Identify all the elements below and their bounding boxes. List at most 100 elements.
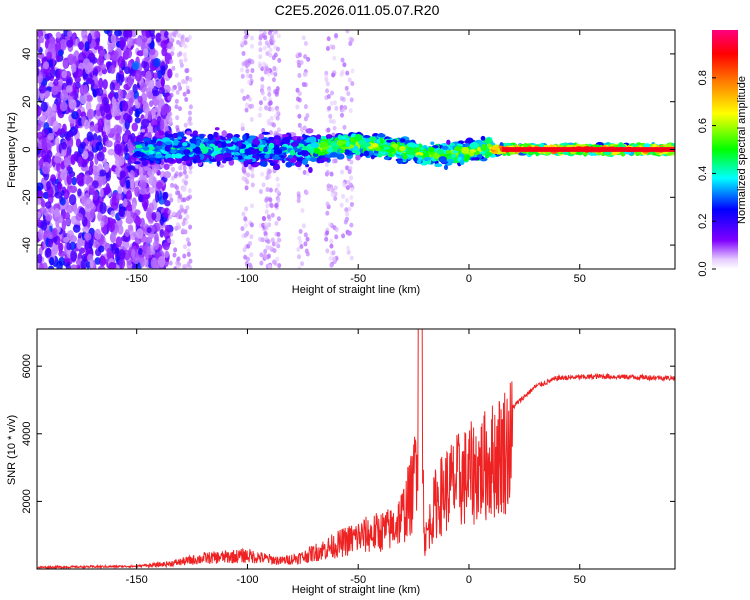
- heatmap-cell: [349, 175, 354, 181]
- heatmap-cell: [88, 165, 94, 176]
- heatmap-cell: [58, 183, 63, 190]
- heatmap-cell: [63, 236, 70, 243]
- heatmap-cell: [46, 51, 52, 60]
- heatmap-cell: [258, 40, 263, 46]
- heatmap-cell: [275, 108, 280, 114]
- heatmap-cell: [40, 220, 48, 231]
- heatmap-cell: [332, 125, 337, 131]
- heatmap-cell: [295, 96, 300, 102]
- colorbar-tick-label: 0.4: [697, 166, 709, 181]
- heatmap-cell: [90, 79, 95, 88]
- heatmap-cell: [344, 207, 349, 213]
- heatmap-ytick-label: 0: [21, 146, 33, 152]
- heatmap-cell: [454, 146, 462, 152]
- heatmap-cell: [276, 182, 281, 188]
- heatmap-cell: [113, 30, 122, 37]
- colorbar-tick-label: 0.6: [697, 118, 709, 133]
- heatmap-cell: [176, 159, 182, 164]
- heatmap-cell: [123, 134, 128, 143]
- heatmap-cell: [186, 130, 192, 136]
- heatmap-cell: [258, 54, 263, 60]
- heatmap-cell: [341, 193, 346, 199]
- heatmap-cell: [122, 30, 128, 38]
- heatmap-cell: [221, 130, 228, 138]
- heatmap-cell: [144, 236, 153, 244]
- heatmap-cell: [339, 202, 344, 208]
- heatmap-cell: [264, 235, 269, 241]
- heatmap-cell: [451, 153, 457, 158]
- heatmap-ytick-label: -40: [21, 237, 33, 253]
- heatmap-cell: [300, 208, 305, 214]
- heatmap-cell: [374, 147, 381, 152]
- heatmap-cell: [53, 207, 60, 219]
- heatmap-cell: [308, 136, 317, 144]
- heatmap-cell: [341, 181, 346, 187]
- heatmap-cell: [69, 235, 78, 243]
- heatmap-cell: [349, 182, 354, 188]
- heatmap-cell: [268, 130, 273, 136]
- heatmap-cell: [258, 30, 263, 33]
- heatmap-cell: [182, 165, 187, 171]
- heatmap-cell: [243, 60, 248, 66]
- colorbar-tick-label: 0.8: [697, 70, 709, 85]
- heatmap-cell: [61, 219, 66, 232]
- heatmap-cell: [207, 133, 214, 139]
- line-xtick-label: -100: [236, 574, 258, 586]
- heatmap-cell: [303, 82, 308, 88]
- heatmap-cell: [471, 157, 479, 161]
- heatmap-cell: [170, 46, 175, 52]
- heatmap-cell: [268, 187, 273, 193]
- heatmap-cell: [289, 149, 296, 156]
- heatmap-cell: [50, 66, 56, 79]
- heatmap-cell: [45, 213, 53, 222]
- heatmap-cell: [217, 142, 222, 148]
- heatmap-cell: [59, 39, 67, 51]
- figure-title: C2E5.2026.011.05.07.R20: [275, 2, 440, 18]
- heatmap-cell: [106, 247, 112, 259]
- heatmap-cell: [257, 112, 262, 118]
- heatmap-cell: [133, 90, 139, 100]
- heatmap-cell: [111, 96, 117, 107]
- heatmap-cell: [177, 211, 182, 217]
- heatmap-cell: [167, 209, 172, 215]
- heatmap-cell: [296, 136, 301, 143]
- heatmap-cell: [305, 251, 310, 257]
- heatmap-cell: [162, 242, 170, 251]
- heatmap-cell: [124, 66, 131, 75]
- heatmap-cell: [72, 55, 77, 64]
- heatmap-cell: [178, 58, 183, 64]
- heatmap-cell: [349, 255, 354, 261]
- line-xlabel: Height of straight line (km): [292, 584, 420, 596]
- heatmap-cell: [51, 227, 58, 238]
- heatmap-cell: [97, 245, 105, 253]
- heatmap-cell: [187, 110, 192, 116]
- heatmap-cell: [163, 171, 172, 179]
- heatmap-cell: [267, 92, 272, 98]
- heatmap-cell: [89, 208, 96, 219]
- heatmap-cell: [203, 138, 210, 142]
- heatmap-cell: [137, 95, 143, 104]
- heatmap-cell: [143, 61, 150, 73]
- heatmap-cell: [118, 258, 126, 269]
- heatmap-cell: [159, 228, 165, 238]
- heatmap-cell: [248, 73, 253, 79]
- heatmap-cell: [273, 30, 278, 35]
- heatmap-cell: [170, 166, 175, 172]
- heatmap-cell: [334, 234, 339, 240]
- heatmap-cell: [166, 157, 175, 163]
- heatmap-cell: [151, 211, 157, 221]
- heatmap-cell: [99, 202, 107, 214]
- heatmap-cell: [351, 149, 361, 154]
- heatmap-cell: [240, 88, 245, 94]
- heatmap-cell: [170, 51, 175, 57]
- heatmap-cell: [303, 71, 308, 77]
- heatmap-cell: [68, 99, 77, 110]
- heatmap-cell: [174, 225, 179, 231]
- heatmap-cell: [216, 160, 221, 167]
- heatmap-cell: [180, 34, 185, 40]
- heatmap-cell: [174, 185, 179, 191]
- heatmap-cell: [63, 156, 70, 168]
- heatmap-cell: [138, 179, 147, 190]
- heatmap-cell: [247, 79, 252, 85]
- heatmap-cell: [332, 55, 337, 61]
